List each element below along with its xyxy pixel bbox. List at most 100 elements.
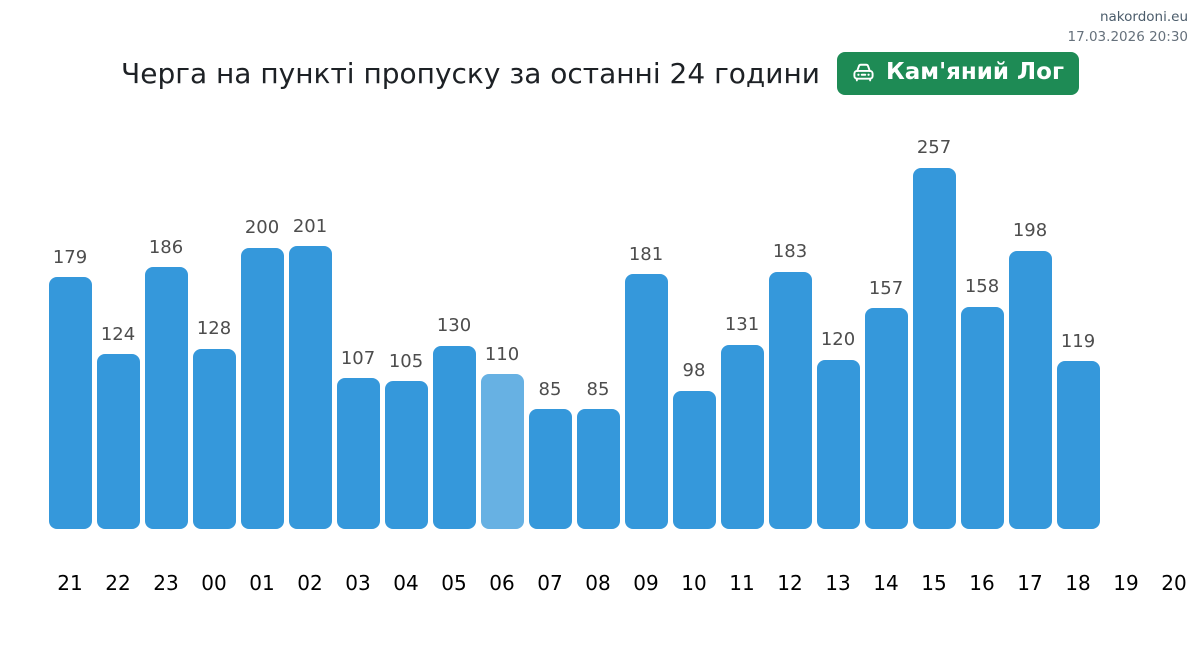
bars-area: 179 124 186 128 200 201 107 105 130 110 85 85 181 98 1… [46, 136, 1198, 529]
bar [816, 360, 860, 529]
x-tick-label: 06 [489, 570, 515, 595]
bar-column: 157 [862, 278, 910, 529]
bar [864, 308, 908, 529]
bar-column: 183 [766, 241, 814, 529]
bar-value-label: 98 [682, 360, 706, 382]
x-tick-label: 07 [537, 570, 563, 595]
x-tick-label: 08 [585, 570, 611, 595]
x-tick-label: 13 [825, 570, 851, 595]
bar-column: 128 [190, 318, 238, 529]
bar [624, 274, 668, 529]
x-tick-label: 05 [441, 570, 467, 595]
bar [384, 381, 428, 529]
bar-value-label: 257 [916, 137, 952, 158]
bar-value-label: 157 [868, 277, 904, 299]
x-tick-label: 17 [1017, 570, 1043, 595]
bar-value-label: 130 [436, 315, 472, 337]
page-title: Черга на пункті пропуску за останні 24 г… [121, 56, 820, 90]
bar [144, 267, 188, 529]
x-tick-label: 11 [729, 570, 755, 595]
bar-column: 119 [1054, 331, 1102, 529]
bar [576, 409, 620, 529]
bar-value-label: 201 [292, 215, 328, 237]
bar-value-label: 179 [52, 246, 88, 268]
bar-value-label: 124 [100, 323, 136, 345]
bar-column: 107 [334, 348, 382, 529]
bar-value-label: 119 [1060, 330, 1096, 352]
bar-value-label: 131 [724, 314, 760, 335]
checkpoint-badge-label: Кам'яний Лог [885, 59, 1064, 85]
x-tick-label: 20 [1161, 570, 1187, 595]
bar-column: 105 [382, 351, 430, 529]
bar-column: 130 [430, 315, 478, 529]
bar-column: 179 [46, 247, 94, 529]
x-tick-label: 15 [921, 570, 947, 595]
bar-column: 131 [718, 314, 766, 529]
car-front-icon [853, 64, 874, 82]
bar-column: 98 [670, 360, 718, 529]
x-tick-label: 10 [681, 570, 707, 595]
bar [432, 346, 476, 529]
bar [192, 348, 236, 529]
bar [288, 246, 332, 529]
bar-value-label: 186 [148, 236, 184, 258]
timestamp: 17.03.2026 20:30 [1067, 28, 1189, 45]
x-tick-label: 16 [969, 570, 995, 595]
bar [96, 354, 140, 529]
bar-column: 110 [478, 344, 526, 529]
bar [1056, 361, 1100, 529]
bar [720, 344, 764, 529]
bar-column: 181 [622, 244, 670, 529]
bar-value-label: 158 [964, 276, 1000, 298]
x-tick-label: 00 [201, 570, 227, 595]
bar [912, 167, 956, 529]
x-tick-label: 12 [777, 570, 803, 595]
bar-column: 186 [142, 237, 190, 529]
bar-value-label: 200 [244, 217, 280, 239]
site-meta: nakordoni.eu 17.03.2026 20:30 [1068, 8, 1189, 47]
bar-column: 120 [814, 329, 862, 529]
x-tick-label: 14 [873, 570, 899, 595]
bar-value-label: 181 [628, 243, 664, 265]
bar-value-label: 120 [820, 329, 856, 351]
site-name: nakordoni.eu [1099, 9, 1188, 25]
checkpoint-badge[interactable]: Кам'яний Лог [836, 52, 1079, 95]
x-tick-label: 18 [1065, 570, 1091, 595]
x-tick-label: 03 [345, 570, 371, 595]
bar-column: 158 [958, 276, 1006, 529]
x-tick-label: 22 [105, 570, 131, 595]
queue-bar-chart: 179 124 186 128 200 201 107 105 130 110 85 85 181 98 1… [46, 136, 1198, 595]
bar-value-label: 107 [340, 347, 376, 369]
x-tick-label: 04 [393, 570, 419, 595]
bar [768, 271, 812, 529]
bar-column: 198 [1006, 220, 1054, 529]
bar [1008, 250, 1052, 529]
bar-column: 124 [94, 324, 142, 529]
x-tick-label: 19 [1113, 570, 1139, 595]
bar-value-label: 128 [196, 318, 232, 340]
bar-value-label: 85 [538, 378, 562, 400]
bar [672, 390, 716, 529]
bar [48, 277, 92, 529]
x-tick-label: 23 [153, 570, 179, 595]
bar [480, 374, 524, 529]
x-tick-label: 09 [633, 570, 659, 595]
bar-value-label: 183 [772, 240, 808, 262]
bar [960, 306, 1004, 529]
bar-column: 257 [910, 137, 958, 529]
bar-column: 85 [574, 379, 622, 529]
bar-column: 200 [238, 217, 286, 529]
bar-value-label: 198 [1012, 219, 1048, 241]
x-tick-label: 02 [297, 570, 323, 595]
x-axis: 21 22 23 00 01 02 03 04 05 06 07 08 09 10 11 12 13 14 15 16… [46, 571, 1198, 595]
bar-column: 85 [526, 379, 574, 529]
bar-value-label: 105 [388, 350, 424, 372]
x-tick-label: 21 [57, 570, 83, 595]
bar-value-label: 110 [484, 343, 520, 365]
x-tick-label: 01 [249, 570, 275, 595]
title-row: Черга на пункті пропуску за останні 24 г… [0, 0, 1200, 95]
bar [240, 247, 284, 529]
bar [336, 378, 380, 529]
bar [528, 409, 572, 529]
bar-value-label: 85 [586, 378, 610, 400]
